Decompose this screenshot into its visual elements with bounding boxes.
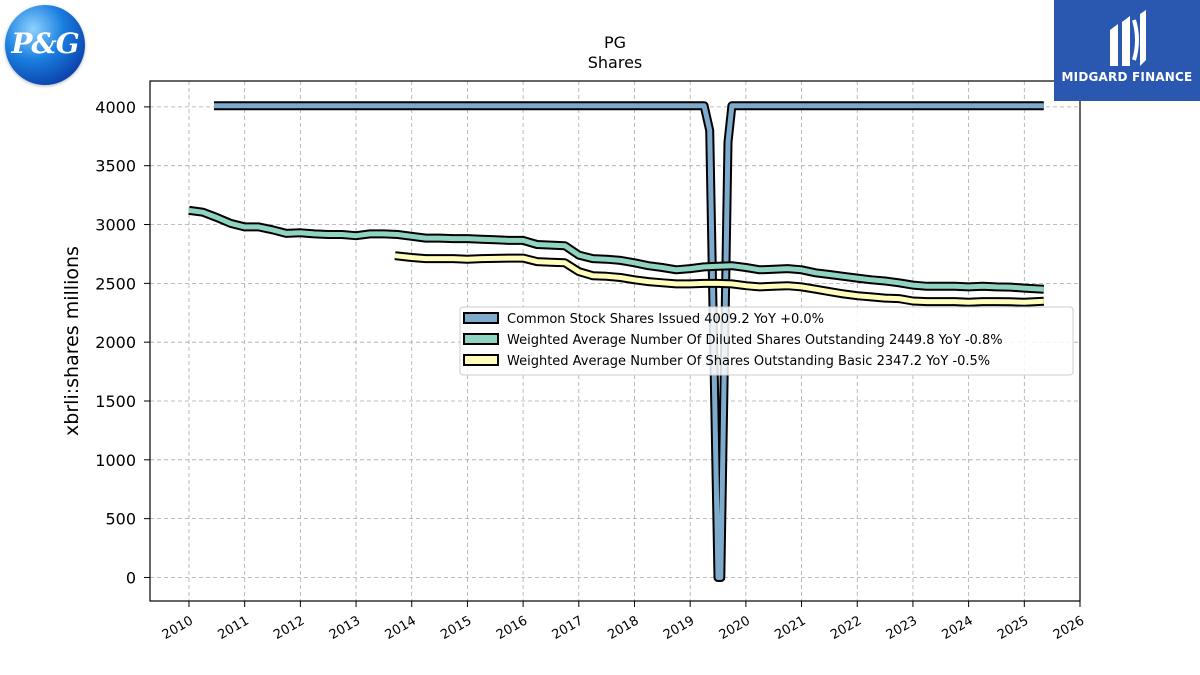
x-tick-label: 2011	[216, 613, 252, 643]
series-2-line	[188, 207, 1044, 292]
series-layer	[188, 101, 1045, 582]
y-tick-label: 1000	[95, 451, 136, 470]
legend-swatch-1	[463, 312, 499, 324]
x-tick-label: 2026	[1051, 613, 1087, 643]
x-tick-label: 2013	[327, 613, 363, 643]
x-tick-label: 2016	[494, 613, 530, 643]
legend: Common Stock Shares Issued 4009.2 YoY +0…	[459, 306, 1074, 376]
x-tick-label: 2010	[160, 613, 196, 643]
series-1-line	[214, 103, 1044, 580]
legend-box	[459, 306, 1074, 376]
legend-swatch-3	[463, 354, 499, 366]
legend-entry-3: Weighted Average Number Of Shares Outsta…	[507, 354, 990, 369]
midgard-finance-text: MIDGARD FINANCE	[1061, 70, 1193, 84]
chart-title: PG	[604, 33, 626, 52]
y-tick-label: 3500	[95, 157, 136, 176]
x-tick-label: 2022	[828, 613, 864, 643]
x-tick-label: 2014	[383, 613, 419, 643]
legend-swatch-2	[463, 333, 499, 345]
plot-frame	[149, 80, 1081, 602]
series-2	[188, 205, 1045, 294]
x-tick-label: 2021	[772, 613, 808, 643]
y-tick-label: 3000	[95, 216, 136, 235]
x-tick-label: 2019	[661, 613, 697, 643]
series-1	[214, 101, 1044, 582]
midgard-mark-icon	[1110, 10, 1146, 66]
legend-entry-2: Weighted Average Number Of Diluted Share…	[507, 333, 1003, 348]
legend-entry-1: Common Stock Shares Issued 4009.2 YoY +0…	[507, 312, 824, 327]
midgard-finance-logo: MIDGARD FINANCE	[1054, 0, 1200, 101]
x-tick-label: 2012	[271, 613, 307, 643]
x-tick-label: 2018	[605, 613, 641, 643]
x-tick-label: 2023	[884, 613, 920, 643]
y-tick-label: 1500	[95, 392, 136, 411]
pg-logo: P&G	[5, 5, 85, 85]
x-tick-label: 2017	[550, 613, 586, 643]
y-tick-label: 0	[126, 568, 136, 587]
y-tick-label: 2500	[95, 274, 136, 293]
y-tick-label: 500	[105, 510, 136, 529]
pg-logo-text: P&G	[11, 27, 79, 60]
y-tick-label: 4000	[95, 98, 136, 117]
x-tick-label: 2015	[438, 613, 474, 643]
y-axis-label: xbrli:shares millions	[61, 246, 83, 436]
y-tick-label: 2000	[95, 333, 136, 352]
x-tick-label: 2025	[995, 613, 1031, 643]
series-3	[394, 251, 1045, 307]
chart-subtitle: Shares	[588, 53, 643, 72]
x-tick-label: 2020	[717, 613, 753, 643]
series-3-line	[394, 253, 1044, 305]
x-tick-label: 2024	[939, 613, 975, 643]
